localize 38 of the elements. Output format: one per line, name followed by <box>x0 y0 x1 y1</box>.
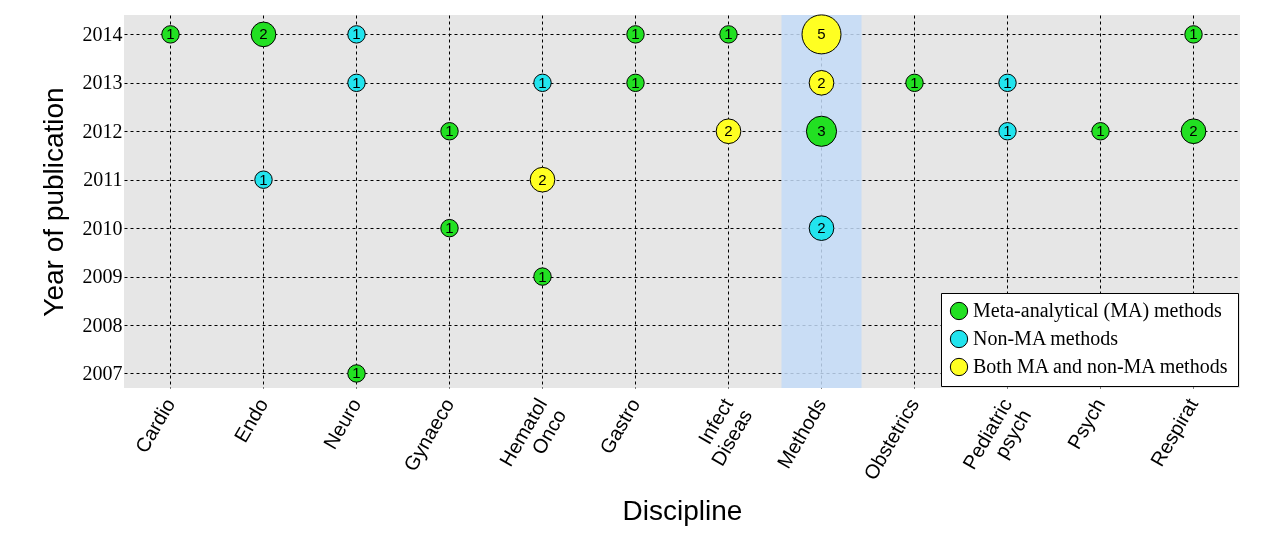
data-label: 1 <box>445 122 454 140</box>
y-tick-label: 2009 <box>82 265 123 288</box>
data-label: 1 <box>910 73 919 91</box>
data-label: 1 <box>538 73 547 91</box>
y-axis-title: Year of publication <box>37 87 69 317</box>
data-label: 5 <box>817 25 826 43</box>
legend-label: Non-MA methods <box>973 327 1119 349</box>
y-tick-label: 2014 <box>82 22 123 45</box>
data-label: 1 <box>166 25 175 43</box>
data-label: 2 <box>538 170 547 188</box>
data-label: 1 <box>352 73 361 91</box>
data-label: 1 <box>724 25 733 43</box>
data-label: 2 <box>817 73 826 91</box>
data-label: 1 <box>259 170 268 188</box>
legend-label: Meta-analytical (MA) methods <box>973 299 1223 322</box>
data-label: 1 <box>1003 73 1012 91</box>
data-label: 1 <box>1096 122 1105 140</box>
data-label: 1 <box>1189 25 1198 43</box>
y-tick-label: 2012 <box>82 119 123 142</box>
data-label: 1 <box>631 73 640 91</box>
y-tick-label: 2011 <box>83 168 123 191</box>
data-label: 1 <box>631 25 640 43</box>
data-label: 2 <box>724 122 733 140</box>
y-tick-label: 2007 <box>82 361 123 384</box>
data-label: 1 <box>1003 122 1012 140</box>
x-axis-title: Discipline <box>622 494 743 526</box>
y-tick-label: 2008 <box>82 313 123 336</box>
legend-label: Both MA and non-MA methods <box>973 355 1228 377</box>
y-tick-label: 2013 <box>82 71 123 94</box>
data-label: 1 <box>352 25 361 43</box>
data-label: 1 <box>538 267 547 285</box>
data-label: 1 <box>352 364 361 382</box>
data-label: 2 <box>259 25 268 43</box>
data-label: 1 <box>445 219 454 237</box>
data-label: 2 <box>817 219 826 237</box>
data-label: 3 <box>817 122 826 140</box>
data-label: 2 <box>1189 122 1198 140</box>
y-tick-label: 2010 <box>82 216 123 239</box>
